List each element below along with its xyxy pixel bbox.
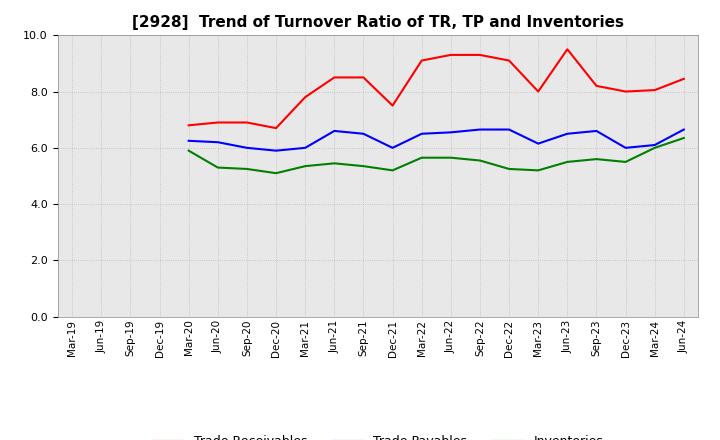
Trade Receivables: [621, 89, 630, 94]
Inventories: [213, 165, 222, 170]
Inventories: [359, 164, 368, 169]
Title: [2928]  Trend of Turnover Ratio of TR, TP and Inventories: [2928] Trend of Turnover Ratio of TR, TP…: [132, 15, 624, 30]
Trade Payables: [534, 141, 543, 146]
Inventories: [301, 164, 310, 169]
Trade Payables: [592, 128, 600, 134]
Trade Payables: [271, 148, 280, 153]
Trade Payables: [476, 127, 485, 132]
Trade Payables: [680, 127, 688, 132]
Trade Payables: [301, 145, 310, 150]
Trade Payables: [563, 131, 572, 136]
Trade Receivables: [271, 125, 280, 131]
Inventories: [388, 168, 397, 173]
Trade Receivables: [563, 47, 572, 52]
Inventories: [621, 159, 630, 165]
Trade Receivables: [330, 75, 338, 80]
Inventories: [650, 145, 659, 150]
Trade Receivables: [388, 103, 397, 108]
Trade Receivables: [505, 58, 513, 63]
Trade Payables: [243, 145, 251, 150]
Trade Receivables: [213, 120, 222, 125]
Inventories: [243, 166, 251, 172]
Line: Inventories: Inventories: [189, 138, 684, 173]
Trade Payables: [330, 128, 338, 134]
Inventories: [418, 155, 426, 160]
Inventories: [680, 136, 688, 141]
Trade Payables: [418, 131, 426, 136]
Trade Payables: [184, 138, 193, 143]
Inventories: [184, 148, 193, 153]
Inventories: [505, 166, 513, 172]
Trade Receivables: [359, 75, 368, 80]
Inventories: [563, 159, 572, 165]
Trade Receivables: [650, 88, 659, 93]
Trade Payables: [213, 139, 222, 145]
Trade Receivables: [534, 89, 543, 94]
Line: Trade Receivables: Trade Receivables: [189, 49, 684, 128]
Trade Receivables: [243, 120, 251, 125]
Trade Payables: [359, 131, 368, 136]
Trade Payables: [621, 145, 630, 150]
Line: Trade Payables: Trade Payables: [189, 129, 684, 150]
Inventories: [592, 157, 600, 162]
Inventories: [534, 168, 543, 173]
Inventories: [330, 161, 338, 166]
Inventories: [446, 155, 455, 160]
Trade Receivables: [592, 83, 600, 88]
Trade Payables: [388, 145, 397, 150]
Trade Payables: [650, 143, 659, 148]
Trade Payables: [446, 130, 455, 135]
Trade Receivables: [680, 76, 688, 81]
Trade Receivables: [446, 52, 455, 58]
Inventories: [271, 171, 280, 176]
Trade Receivables: [184, 123, 193, 128]
Trade Receivables: [476, 52, 485, 58]
Trade Receivables: [418, 58, 426, 63]
Legend: Trade Receivables, Trade Payables, Inventories: Trade Receivables, Trade Payables, Inven…: [148, 430, 608, 440]
Inventories: [476, 158, 485, 163]
Trade Receivables: [301, 95, 310, 100]
Trade Payables: [505, 127, 513, 132]
